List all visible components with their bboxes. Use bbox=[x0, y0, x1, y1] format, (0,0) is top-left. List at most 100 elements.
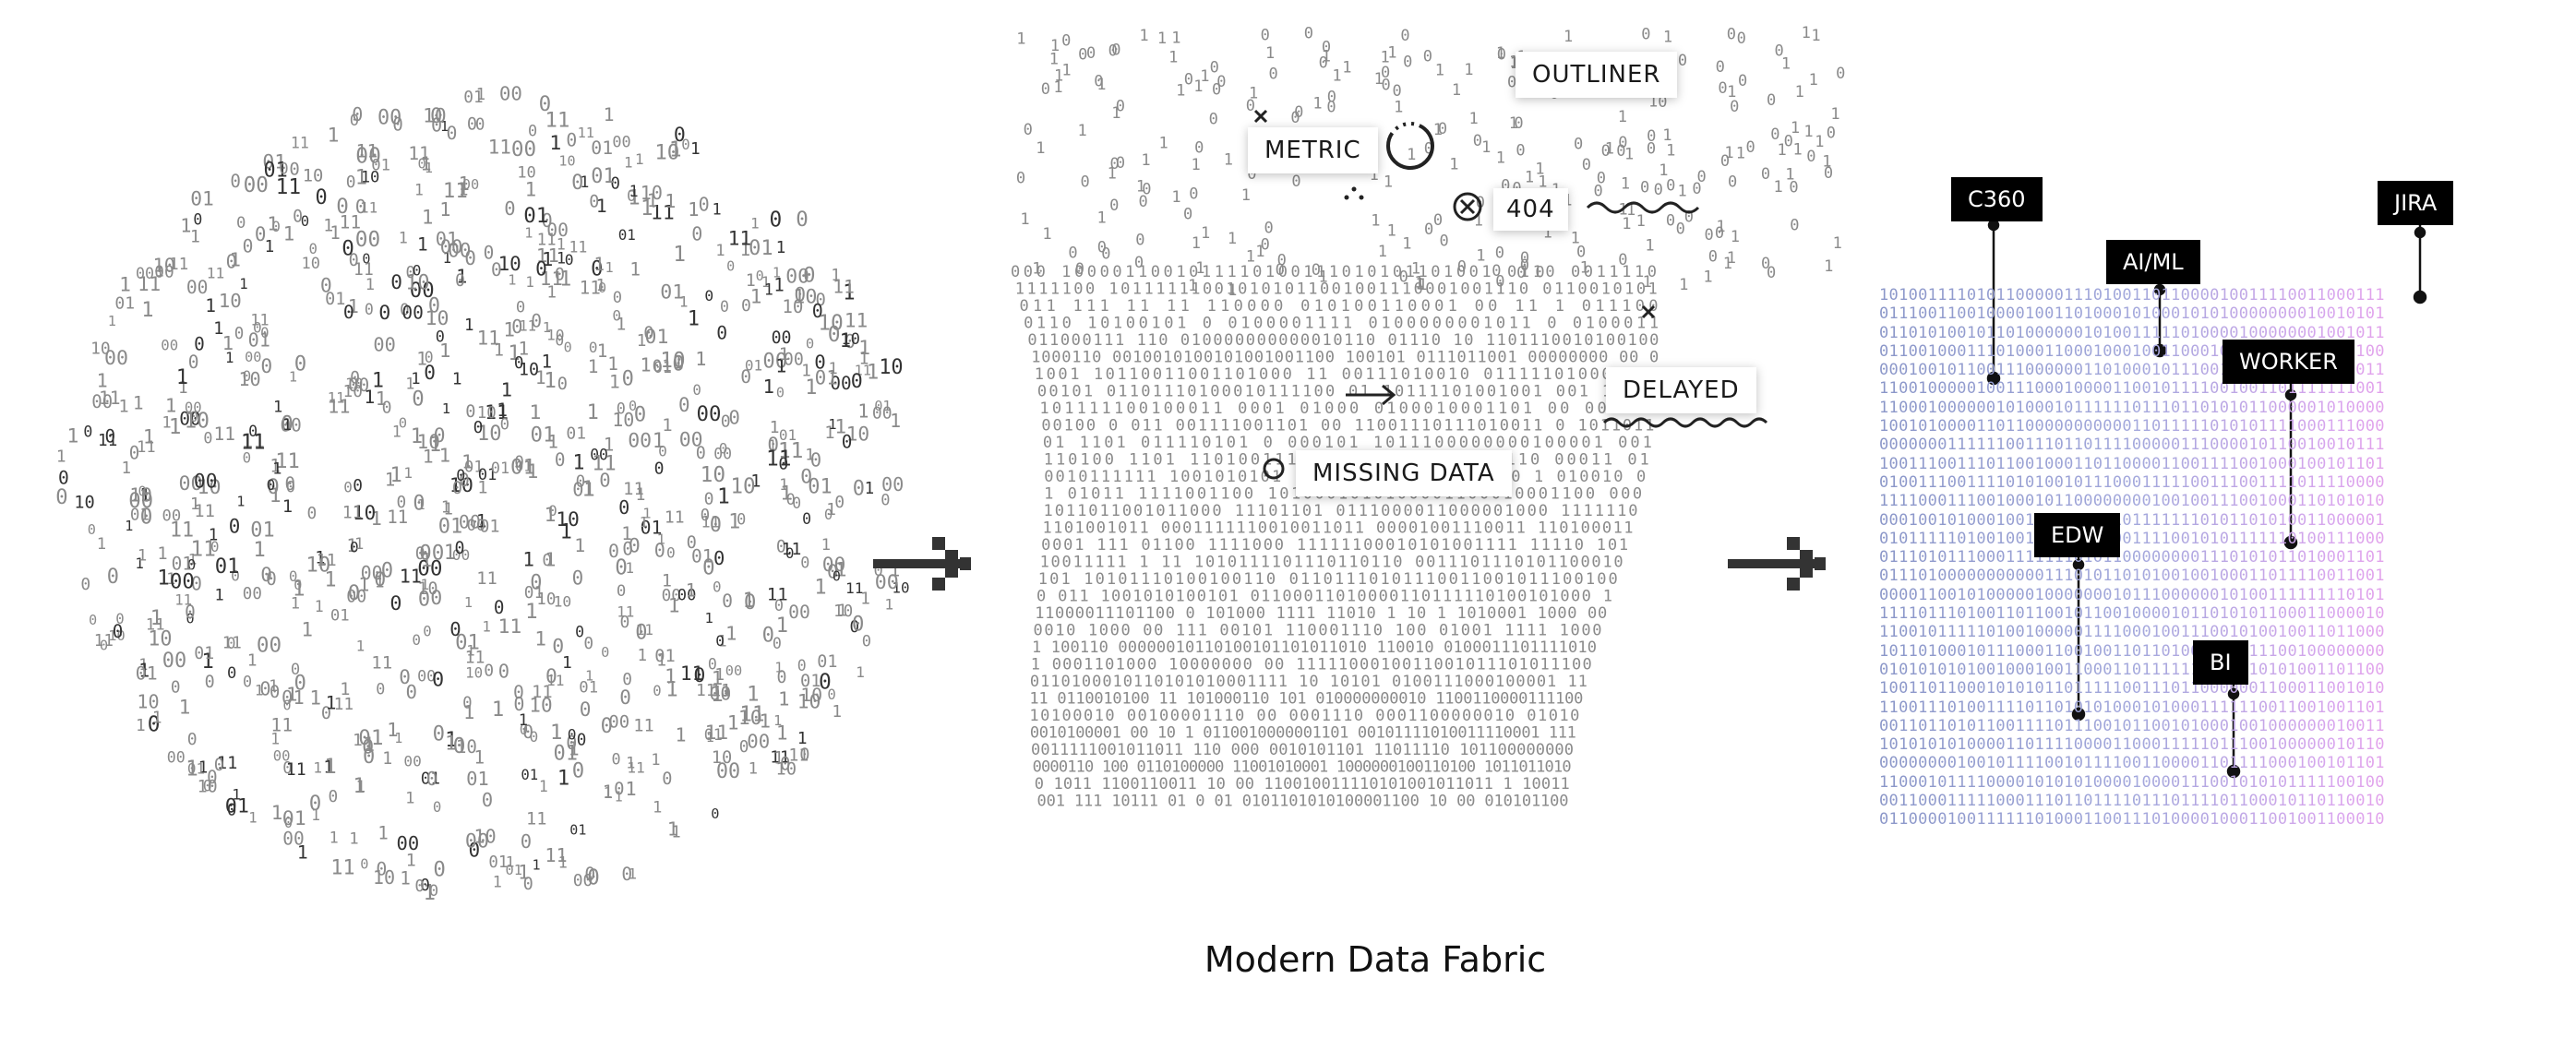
fabric-digit: 0 bbox=[1081, 173, 1090, 191]
scattered-digit: 0 bbox=[413, 261, 422, 279]
fabric-digit: 1 bbox=[1830, 105, 1839, 124]
scattered-digit: 1 bbox=[805, 376, 817, 400]
scattered-digit: 1 bbox=[56, 448, 66, 467]
scattered-digit: 0 bbox=[587, 866, 600, 890]
scattered-digit: 1 bbox=[665, 190, 676, 212]
scattered-digit: 1 bbox=[638, 647, 648, 665]
scattered-digit: 1 bbox=[423, 446, 434, 467]
scattered-digit: 0 bbox=[433, 798, 441, 816]
scattered-digit: 0 bbox=[431, 114, 442, 137]
scattered-digit: 1 bbox=[780, 483, 792, 506]
scattered-digit: 1 bbox=[588, 356, 599, 377]
scattered-digit: 1 bbox=[626, 754, 635, 772]
scattered-digit: 0 bbox=[617, 582, 626, 601]
scattered-digit: 0 bbox=[473, 418, 484, 437]
scattered-digit: 01 bbox=[645, 326, 669, 349]
scattered-digit: 1 bbox=[770, 418, 780, 437]
scattered-digit: 11 bbox=[477, 328, 500, 350]
fabric-digit: 1 bbox=[1824, 257, 1833, 276]
scattered-digit: 1 bbox=[628, 865, 637, 883]
scattered-digit: 0 bbox=[355, 196, 366, 218]
fabric-digit: 0 bbox=[1290, 109, 1300, 127]
scattered-digit: 1 bbox=[209, 527, 219, 545]
scattered-digit: 00 bbox=[154, 263, 174, 282]
scattered-digit: 1 bbox=[143, 425, 155, 448]
scattered-digit: 1 bbox=[315, 598, 324, 615]
scattered-digit: 0 bbox=[399, 665, 411, 688]
scattered-digit: 11 bbox=[633, 717, 653, 736]
scattered-digit: 0 bbox=[774, 597, 784, 615]
scattered-digit: 0 bbox=[362, 736, 374, 759]
scattered-digit: 00 bbox=[179, 409, 200, 430]
scattered-digit: 1 bbox=[867, 361, 880, 385]
scattered-digit: 1 bbox=[363, 734, 375, 757]
scattered-digit: 1 bbox=[222, 332, 234, 354]
scattered-digit: 0 bbox=[227, 664, 236, 683]
scattered-digit: 10 bbox=[879, 356, 903, 379]
scattered-digit: 1 bbox=[518, 339, 529, 360]
scattered-digit: 0 bbox=[301, 213, 309, 230]
fabric-digit: 0 bbox=[1246, 97, 1255, 115]
scattered-digit: 1 bbox=[353, 774, 365, 798]
scattered-digit: 1 bbox=[506, 853, 515, 871]
scattered-digit: 1 bbox=[562, 653, 572, 673]
fabric-digit: 1 bbox=[1538, 173, 1547, 191]
fabric-digit: 0 bbox=[1094, 72, 1103, 90]
scattered-digit: 1 bbox=[247, 650, 258, 670]
scattered-digit: 11 bbox=[400, 566, 422, 588]
scattered-digit: 0 bbox=[504, 197, 515, 220]
scattered-digit: 1 bbox=[574, 535, 585, 556]
scattered-digit: 0 bbox=[83, 424, 92, 441]
fabric-digit: 1 bbox=[1815, 133, 1824, 151]
scattered-digit: 1 bbox=[364, 387, 375, 408]
fabric-digit: 0 bbox=[1304, 25, 1313, 43]
scattered-digit: 10 bbox=[554, 593, 572, 611]
scattered-digit: 00 bbox=[830, 373, 851, 394]
fabric-digit: 1 bbox=[1645, 236, 1654, 255]
scattered-digit: 0 bbox=[193, 211, 202, 229]
fabric-digit: 1 bbox=[1332, 67, 1341, 86]
scattered-digit: 0 bbox=[469, 840, 481, 862]
scattered-digit: 1 bbox=[420, 576, 429, 593]
scattered-digit: 0 bbox=[511, 316, 522, 338]
scattered-digit: 00 bbox=[282, 829, 304, 850]
scattered-digit: 1 bbox=[508, 271, 516, 288]
scattered-digit: 0 bbox=[266, 568, 277, 590]
scattered-digit: 1 bbox=[829, 360, 838, 378]
scattered-digit: 1 bbox=[609, 371, 620, 392]
scattered-digit: 1 bbox=[417, 496, 425, 513]
scattered-digit: 0 bbox=[619, 686, 631, 709]
scattered-digit: 00 bbox=[257, 634, 282, 658]
scattered-digit: 1 bbox=[355, 166, 367, 190]
connector-lines bbox=[1986, 219, 2427, 779]
scattered-digit: 10 bbox=[302, 255, 320, 273]
fabric-digit: 1 bbox=[1643, 273, 1652, 292]
scattered-digit: 0 bbox=[309, 240, 318, 257]
scattered-digit: 0 bbox=[389, 592, 401, 615]
scattered-digit: 1 bbox=[135, 555, 144, 572]
scattered-digit: 1 bbox=[387, 719, 398, 741]
scattered-digit: 1 bbox=[679, 292, 689, 310]
fabric-digit: 0 bbox=[1495, 273, 1504, 292]
scattered-digit: 1 bbox=[776, 238, 786, 257]
scattered-digit: 00 bbox=[162, 650, 186, 673]
arrow-right-icon bbox=[1728, 537, 1826, 591]
scattered-digit: 1 bbox=[324, 755, 336, 779]
fabric-digit: 0 bbox=[1676, 221, 1685, 239]
scattered-digit: 0 bbox=[674, 124, 686, 147]
scattered-digit: 1 bbox=[452, 370, 462, 389]
fabric-digit: 1 bbox=[1157, 30, 1167, 48]
scattered-digit: 11 bbox=[636, 621, 653, 638]
scattered-digit: 1 bbox=[797, 729, 808, 748]
fabric-digit: 1 bbox=[1415, 276, 1424, 294]
scattered-digit: 01 bbox=[466, 768, 489, 790]
scattered-digit: 10 bbox=[793, 286, 817, 309]
scattered-digit: 1 bbox=[621, 523, 632, 544]
scattered-digit: 0 bbox=[643, 324, 653, 343]
scattered-digit: 0 bbox=[429, 882, 438, 901]
scattered-digit: 0 bbox=[424, 361, 436, 384]
scattered-digit: 11 bbox=[99, 388, 121, 409]
fabric-digit: 1 bbox=[1703, 268, 1712, 287]
scattered-digit: 10 bbox=[373, 866, 395, 889]
fabric-digit: 0 bbox=[1473, 132, 1482, 150]
